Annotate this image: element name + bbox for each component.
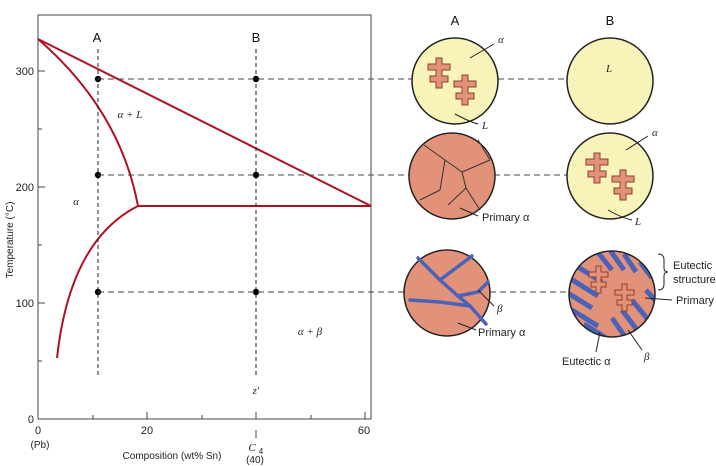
eutectic-structure-label-2: structure bbox=[673, 274, 716, 286]
eutectic-brace bbox=[657, 253, 669, 291]
c4-subscript: 4 bbox=[259, 447, 264, 456]
micro-b3-outline bbox=[568, 250, 656, 338]
column-a-header: A bbox=[451, 13, 460, 28]
x-tick-60: 60 bbox=[358, 425, 370, 437]
micro-b1-circle bbox=[566, 37, 654, 125]
y-tick-300: 300 bbox=[16, 66, 34, 78]
micro-a3-beta-network bbox=[408, 254, 490, 326]
y-tick-200: 200 bbox=[16, 182, 34, 194]
micro-b3: Eutectic structure Primary Eutectic α β bbox=[562, 250, 716, 368]
x-axis: 0 (Pb) 20 60 Composition (wt% Sn) C 4 (4… bbox=[31, 412, 370, 466]
micro-a2-circle bbox=[408, 132, 496, 220]
path-a-label: A bbox=[93, 30, 102, 45]
a3-beta-pointer bbox=[477, 289, 495, 307]
solvus-left bbox=[56, 205, 139, 359]
eutectic-structure-label-1: Eutectic bbox=[673, 260, 713, 272]
b3-beta-label: β bbox=[643, 351, 650, 363]
a2-primary-label: Primary α bbox=[482, 212, 530, 224]
micro-b2-dendrites bbox=[585, 152, 635, 201]
primary-label: Primary bbox=[676, 295, 714, 307]
y-tick-0: 0 bbox=[28, 414, 34, 426]
x-tick-20: 20 bbox=[141, 425, 153, 437]
phase-boundaries bbox=[37, 38, 372, 359]
a1-alpha-pointer bbox=[469, 43, 495, 59]
b1-l-label: L bbox=[605, 63, 612, 75]
liquidus-right bbox=[37, 38, 372, 207]
region-alpha: α bbox=[73, 196, 79, 208]
a1-l-label: L bbox=[481, 120, 488, 132]
micro-a3: β Primary α bbox=[403, 249, 526, 339]
plot-frame bbox=[37, 14, 372, 420]
region-alpha-plus-beta: α + β bbox=[298, 326, 323, 338]
primary-pointer bbox=[644, 297, 673, 301]
micro-a2: Primary α bbox=[408, 132, 530, 224]
micro-b1: L bbox=[566, 37, 654, 125]
x-tick-0: 0 bbox=[35, 425, 41, 437]
b2-alpha-label: α bbox=[652, 127, 658, 139]
phase-diagram: 300 200 100 0 Temperature (°C) 0 (Pb) 20… bbox=[5, 14, 567, 466]
region-alpha-plus-l: α + L bbox=[118, 109, 143, 121]
b3-beta-pointer bbox=[627, 329, 643, 351]
y-axis: 300 200 100 0 Temperature (°C) bbox=[5, 66, 45, 426]
micro-b2-circle bbox=[566, 132, 654, 220]
c4-value: (40) bbox=[246, 455, 264, 466]
a1-l-pointer bbox=[454, 113, 479, 125]
micro-a1: α L bbox=[411, 34, 504, 132]
y-tick-100: 100 bbox=[16, 298, 34, 310]
a3-primary-pointer bbox=[457, 322, 477, 331]
z-prime-label: z′ bbox=[252, 385, 260, 397]
column-b-header: B bbox=[606, 13, 615, 28]
eutectic-alpha-pointer bbox=[595, 331, 601, 353]
eutectic-alpha-label: Eutectic α bbox=[562, 356, 611, 368]
path-b-label: B bbox=[252, 30, 261, 45]
point-b1 bbox=[252, 75, 260, 83]
y-axis-label: Temperature (°C) bbox=[5, 202, 16, 279]
a3-primary-label: Primary α bbox=[478, 327, 526, 339]
x-axis-label: Composition (wt% Sn) bbox=[123, 451, 222, 462]
b2-alpha-pointer bbox=[625, 135, 649, 151]
micro-b2: α L bbox=[566, 127, 658, 228]
b2-l-pointer bbox=[607, 209, 633, 221]
point-b3 bbox=[252, 288, 260, 296]
b2-l-label: L bbox=[634, 216, 641, 228]
connector-lines bbox=[98, 78, 567, 293]
micro-a1-dendrites bbox=[427, 57, 477, 106]
point-b2 bbox=[252, 171, 260, 179]
a1-alpha-label: α bbox=[498, 34, 504, 46]
micro-a2-grain-boundaries bbox=[419, 139, 491, 211]
solidus-left bbox=[37, 38, 139, 207]
x-origin-pb: (Pb) bbox=[31, 440, 50, 451]
a2-primary-pointer bbox=[459, 207, 479, 217]
a3-beta-label: β bbox=[496, 303, 503, 315]
c4-label: C bbox=[248, 442, 256, 454]
micro-a3-circle bbox=[403, 249, 491, 337]
composition-paths: A B z′ bbox=[93, 30, 261, 397]
